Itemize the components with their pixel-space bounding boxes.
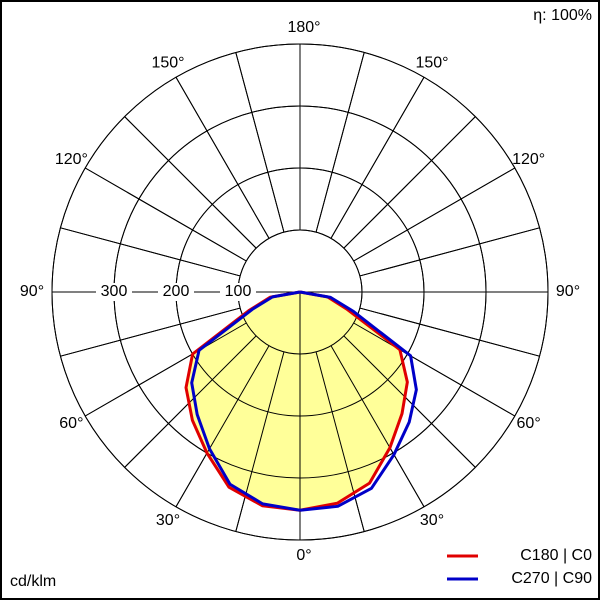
legend-label: C180 | C0	[520, 547, 592, 564]
radial-line	[60, 307, 241, 357]
radial-line	[315, 351, 365, 532]
angle-label: 150°	[415, 55, 448, 72]
label-bg	[220, 283, 256, 301]
label-bg	[158, 283, 194, 301]
angle-label: 120°	[512, 151, 545, 168]
radial-line	[359, 227, 540, 277]
radial-line	[84, 322, 247, 417]
angle-label: 0°	[296, 547, 311, 564]
area	[186, 292, 408, 511]
radial-line	[315, 52, 365, 233]
angle-label: 60°	[517, 415, 541, 432]
label-bg	[550, 283, 586, 301]
radial-line	[343, 116, 476, 249]
r-tick-label: 300	[101, 283, 128, 300]
labels: 100 200 300 0° 30° 30° 60° 60° 90° 90° 120° 120° 150…	[14, 19, 592, 587]
radial-line	[330, 345, 425, 508]
angle-label: 180°	[287, 19, 320, 36]
radial-line	[353, 167, 516, 262]
angle-label: 90°	[556, 283, 580, 300]
radial-line	[175, 76, 270, 239]
radial-line	[235, 52, 285, 233]
angle-label: 30°	[420, 512, 444, 529]
r-tick-label: 100	[225, 283, 252, 300]
radial-line	[235, 351, 285, 532]
angle-label: 120°	[55, 151, 88, 168]
angle-label: 150°	[151, 55, 184, 72]
label-bg	[96, 283, 132, 301]
curves	[51, 43, 549, 541]
angle-label: 90°	[20, 283, 44, 300]
curve	[299, 290, 418, 512]
radial-line	[124, 335, 257, 468]
outer-circle	[51, 43, 549, 541]
efficiency: η: 100%	[533, 7, 592, 24]
angle-label: 30°	[156, 512, 180, 529]
radial-line	[124, 116, 257, 249]
curve	[190, 290, 301, 512]
unit: cd/klm	[10, 573, 56, 590]
radial-line	[359, 307, 540, 357]
radial-line	[330, 76, 425, 239]
r-tick-label: 200	[163, 283, 190, 300]
legend-label: C270 | C90	[511, 570, 592, 587]
radial-line	[343, 335, 476, 468]
radial-line	[84, 167, 247, 262]
radial-line	[175, 345, 270, 508]
label-bg	[14, 283, 50, 301]
angle-label: 60°	[59, 415, 83, 432]
radial-line	[60, 227, 241, 277]
radial-line	[353, 322, 516, 417]
